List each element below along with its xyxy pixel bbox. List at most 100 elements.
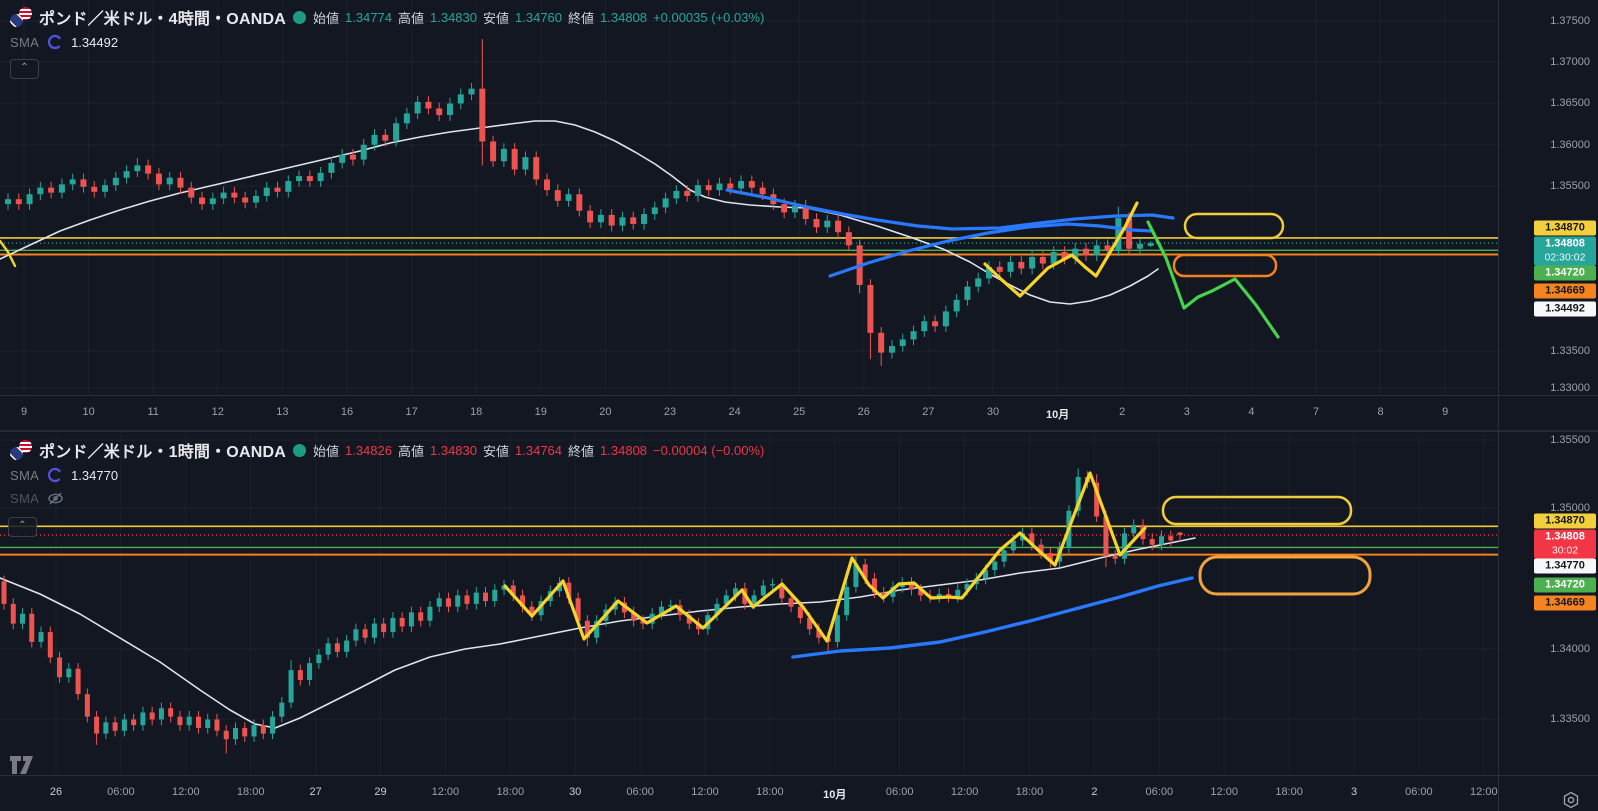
time-axis-label: 16 bbox=[340, 406, 354, 418]
chart-pane-2[interactable] bbox=[0, 433, 1498, 775]
candle bbox=[1083, 248, 1089, 256]
candle bbox=[522, 157, 529, 170]
time-axis-label: 3 bbox=[1350, 786, 1358, 798]
price-label: 1.34870 bbox=[1534, 513, 1596, 529]
candle bbox=[445, 598, 451, 607]
sma-label: SMA bbox=[10, 490, 40, 506]
sma-line[interactable] bbox=[0, 537, 1196, 729]
blue-trend-line-upper[interactable] bbox=[725, 188, 1175, 231]
candle bbox=[1149, 539, 1155, 545]
candle bbox=[5, 199, 11, 205]
candle bbox=[1126, 218, 1133, 249]
tradingview-logo[interactable] bbox=[9, 754, 43, 776]
time-axis-label: 9 bbox=[1442, 406, 1449, 418]
price-tick-label: 1.35000 bbox=[1550, 502, 1590, 514]
yellow-tail-annotation[interactable] bbox=[0, 239, 17, 268]
candle bbox=[500, 148, 507, 162]
open-label: 始値 bbox=[312, 443, 339, 459]
sma-value: 1.34492 bbox=[71, 34, 119, 50]
blue-trend-line-lower[interactable] bbox=[828, 222, 1154, 278]
candle bbox=[1010, 540, 1016, 551]
candle bbox=[544, 179, 550, 191]
candle bbox=[149, 712, 155, 720]
sma-legend-row[interactable]: SMA 1.34770 bbox=[10, 466, 764, 484]
candle bbox=[492, 589, 498, 602]
candle bbox=[932, 321, 939, 327]
candle bbox=[223, 730, 229, 740]
time-axis-label: 18:00 bbox=[496, 786, 525, 798]
candle bbox=[209, 198, 216, 205]
yellow-path-annotation[interactable] bbox=[983, 201, 1139, 298]
candle bbox=[696, 623, 701, 630]
price-label: 1.34808 02:30:02 bbox=[1534, 236, 1596, 266]
settings-gear-icon[interactable] bbox=[1562, 791, 1580, 809]
candle bbox=[946, 594, 952, 597]
sma-line[interactable] bbox=[0, 120, 1159, 305]
green-forecast-path[interactable] bbox=[1146, 220, 1280, 339]
candle bbox=[285, 181, 292, 192]
candle bbox=[328, 162, 335, 173]
candle bbox=[1168, 536, 1174, 541]
price-tick-label: 1.37500 bbox=[1550, 15, 1590, 27]
candle bbox=[788, 598, 794, 607]
market-status-dot[interactable] bbox=[292, 10, 306, 24]
sma-hidden-legend-row[interactable]: SMA bbox=[10, 489, 764, 507]
candle bbox=[205, 719, 211, 728]
candle bbox=[816, 629, 822, 638]
candle bbox=[158, 708, 164, 720]
candle bbox=[936, 594, 942, 597]
candle bbox=[80, 179, 87, 187]
pane-2-time-axis[interactable]: 26 06:00 12:00 18:00 27 29 12:00 18:00 30 06:00 12… bbox=[0, 776, 1498, 811]
candle bbox=[166, 177, 173, 185]
candle bbox=[10, 603, 16, 624]
time-axis-label: 27 bbox=[922, 406, 935, 418]
high-value: 1.34830 bbox=[430, 9, 477, 25]
pane-2-collapse-button[interactable]: ⌃ bbox=[8, 517, 37, 537]
time-axis-label: 3 bbox=[1183, 406, 1190, 418]
orange-zone-box[interactable] bbox=[1172, 253, 1278, 278]
candle bbox=[807, 617, 813, 630]
pane-1-collapse-button[interactable]: ⌃ bbox=[10, 59, 39, 79]
candle bbox=[436, 598, 442, 607]
candle bbox=[511, 148, 518, 170]
candle bbox=[899, 339, 906, 347]
candle bbox=[975, 278, 982, 287]
amber-zone-box[interactable] bbox=[1198, 555, 1372, 596]
candle bbox=[339, 154, 346, 163]
candle bbox=[112, 177, 119, 186]
price-label-countdown: 30:02 bbox=[1551, 544, 1579, 557]
change-value: −0.00004 (−0.00%) bbox=[653, 442, 765, 458]
yellow-path-annotation[interactable] bbox=[503, 471, 1147, 643]
chart-pane-1[interactable] bbox=[0, 0, 1498, 395]
time-axis-label: 23 bbox=[663, 406, 677, 418]
candle bbox=[594, 620, 600, 638]
yellow-zone-box[interactable] bbox=[1161, 495, 1353, 526]
candle bbox=[619, 217, 626, 226]
candle bbox=[910, 331, 917, 340]
chevron-up-icon: ⌃ bbox=[20, 62, 29, 73]
eye-slash-icon[interactable] bbox=[47, 491, 64, 506]
candle bbox=[145, 165, 152, 174]
blue-trend-line[interactable] bbox=[791, 576, 1194, 659]
candle bbox=[714, 603, 720, 616]
candle bbox=[890, 586, 896, 597]
candle bbox=[29, 613, 35, 642]
candle bbox=[867, 285, 874, 333]
candle bbox=[964, 584, 970, 590]
yellow-zone-box[interactable] bbox=[1183, 212, 1285, 240]
sma-legend-row[interactable]: SMA 1.34492 bbox=[10, 33, 764, 51]
pane-2-symbol-title[interactable]: ポンド／米ドル・1時間・OANDA bbox=[39, 444, 286, 461]
market-status-dot[interactable] bbox=[292, 443, 306, 457]
pane-divider[interactable] bbox=[0, 430, 1598, 432]
candle bbox=[307, 663, 313, 681]
candle bbox=[716, 183, 723, 191]
candle bbox=[1112, 555, 1118, 559]
time-axis-label: 9 bbox=[20, 406, 28, 418]
pane-1-symbol-title[interactable]: ポンド／米ドル・4時間・OANDA bbox=[39, 11, 286, 28]
candle bbox=[37, 187, 44, 195]
time-axis-label: 17 bbox=[405, 406, 418, 418]
price-axis[interactable]: 1.37500 1.37000 1.36500 1.36000 1.35500 1.335… bbox=[1498, 0, 1598, 811]
pane-1-time-axis[interactable]: 9 10 11 12 13 16 17 18 19 20 23 24 25 26 27 30 10月 2 3 4 7 8 9 bbox=[0, 396, 1498, 430]
candle bbox=[529, 606, 535, 616]
